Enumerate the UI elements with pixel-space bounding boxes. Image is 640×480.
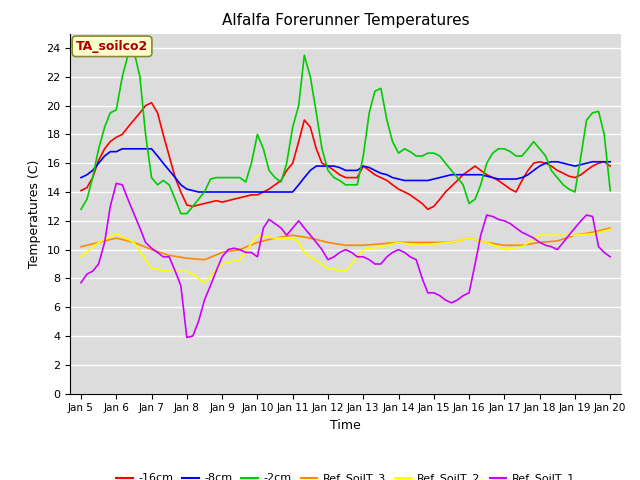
Legend: -16cm, -8cm, -2cm, Ref_SoilT_3, Ref_SoilT_2, Ref_SoilT_1: -16cm, -8cm, -2cm, Ref_SoilT_3, Ref_Soil… (112, 469, 579, 480)
Title: Alfalfa Forerunner Temperatures: Alfalfa Forerunner Temperatures (222, 13, 469, 28)
X-axis label: Time: Time (330, 419, 361, 432)
Text: TA_soilco2: TA_soilco2 (76, 40, 148, 53)
Y-axis label: Temperatures (C): Temperatures (C) (28, 159, 41, 268)
